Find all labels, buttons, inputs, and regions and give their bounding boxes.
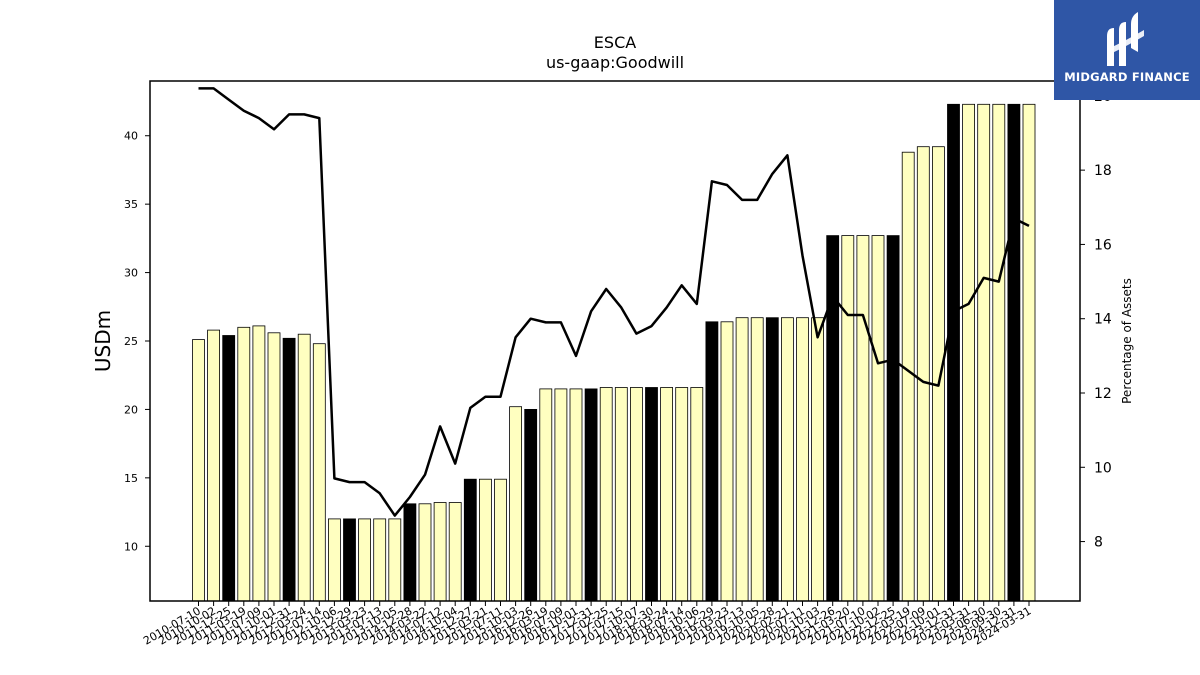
bar-2016-10-01 <box>569 388 583 602</box>
bar-2018-12-30 <box>645 387 658 602</box>
bar-2013-07-13 <box>373 518 387 602</box>
bar-2017-02-25 <box>599 387 613 602</box>
y-left-tick-label: 30 <box>124 267 138 280</box>
y-left-tick-label: 20 <box>124 403 138 416</box>
y-right-tick-label: 12 <box>1094 386 1112 402</box>
bar-2013-12-29 <box>343 518 356 602</box>
bar-2011-10-01 <box>267 332 281 602</box>
y-right-tick-label: 18 <box>1094 163 1112 179</box>
bar-2024-12-31 <box>1007 103 1021 602</box>
bar-2019-12-29 <box>705 321 719 602</box>
y-left-tick-label: 15 <box>124 472 138 485</box>
percentage-of-assets-line <box>198 87 1030 517</box>
bar-2023-09-30 <box>992 103 1006 602</box>
bar-2014-10-04 <box>448 502 462 602</box>
midgard-logo-icon <box>1107 12 1144 66</box>
bar-series <box>192 103 1036 602</box>
bar-2014-03-22 <box>418 503 432 602</box>
bar-2013-03-23 <box>358 518 372 602</box>
y-right-tick-label: 14 <box>1094 312 1112 328</box>
bar-2020-07-11 <box>796 317 809 602</box>
y-left-tick-label: 10 <box>124 540 138 553</box>
bar-2017-07-15 <box>614 387 628 602</box>
chart-title: ESCA <box>594 33 636 52</box>
bar-2020-12-28 <box>765 317 779 602</box>
brand-name: MIDGARD FINANCE <box>1064 70 1190 84</box>
bar-2021-10-02 <box>871 235 885 602</box>
y-left-tick-label: 35 <box>124 198 138 211</box>
bar-2022-07-09 <box>916 146 930 602</box>
bar-2020-02-21 <box>781 317 794 602</box>
bar-2012-03-24 <box>297 333 311 602</box>
y-right-tick-label: 8 <box>1094 535 1103 551</box>
bar-2015-07-11 <box>494 478 507 602</box>
bar-2012-10-06 <box>327 518 341 602</box>
bar-2015-10-03 <box>509 406 523 602</box>
bar-2023-06-30 <box>977 103 991 602</box>
bar-2015-03-21 <box>478 478 492 602</box>
bar-2020-10-03 <box>811 317 824 602</box>
bar-2018-10-06 <box>690 387 704 602</box>
y-right-tick-label: 16 <box>1094 237 1112 253</box>
bar-2018-07-14 <box>675 387 689 602</box>
bar-2021-03-20 <box>841 235 855 602</box>
bar-2023-12-31 <box>947 103 960 602</box>
bar-2012-07-14 <box>312 343 326 602</box>
bar-2022-10-01 <box>932 146 945 602</box>
y-left-tick-label: 25 <box>124 335 138 348</box>
bar-2019-03-23 <box>720 321 734 602</box>
brand-logo: MIDGARD FINANCE <box>1054 0 1200 100</box>
bar-2022-03-19 <box>901 151 915 602</box>
bar-2014-12-28 <box>403 503 417 602</box>
bar-2014-07-12 <box>433 502 447 602</box>
bar-2016-07-09 <box>554 388 568 602</box>
bar-2019-07-13 <box>735 317 749 602</box>
bar-2018-03-24 <box>660 387 673 602</box>
bar-2010-10-02 <box>207 329 221 602</box>
bar-2019-10-05 <box>750 317 764 602</box>
y-right-tick-label: 10 <box>1094 460 1112 476</box>
bar-2013-10-05 <box>388 518 402 602</box>
bar-2011-03-19 <box>237 326 251 602</box>
bar-2017-10-07 <box>630 387 643 602</box>
bar-2021-12-26 <box>826 235 840 602</box>
y-left-tick-label: 40 <box>124 130 138 143</box>
bar-2024-03-31 <box>1022 103 1036 602</box>
bar-2010-07-10 <box>192 339 205 602</box>
y-axis-left: 10 15 20 25 30 35 40 <box>124 130 150 553</box>
bar-2012-12-31 <box>282 337 296 602</box>
bar-2022-12-25 <box>886 235 900 602</box>
bar-2016-12-26 <box>524 408 538 602</box>
bar-2021-07-10 <box>856 235 870 602</box>
chart-subtitle: us-gaap:Goodwill <box>546 53 684 72</box>
bar-2017-12-31 <box>584 388 598 602</box>
bar-2015-12-27 <box>463 478 477 602</box>
bar-2016-03-19 <box>539 388 553 602</box>
y-axis-label-right: Percentage of Assets <box>1120 278 1134 404</box>
bar-2011-12-25 <box>222 335 236 602</box>
y-axis-label-left: USDm <box>91 310 115 372</box>
bar-2011-07-09 <box>252 325 266 602</box>
x-axis: 2010-07-102010-10-022011-12-252011-03-19… <box>141 601 1034 648</box>
bar-2023-03-31 <box>962 103 975 602</box>
